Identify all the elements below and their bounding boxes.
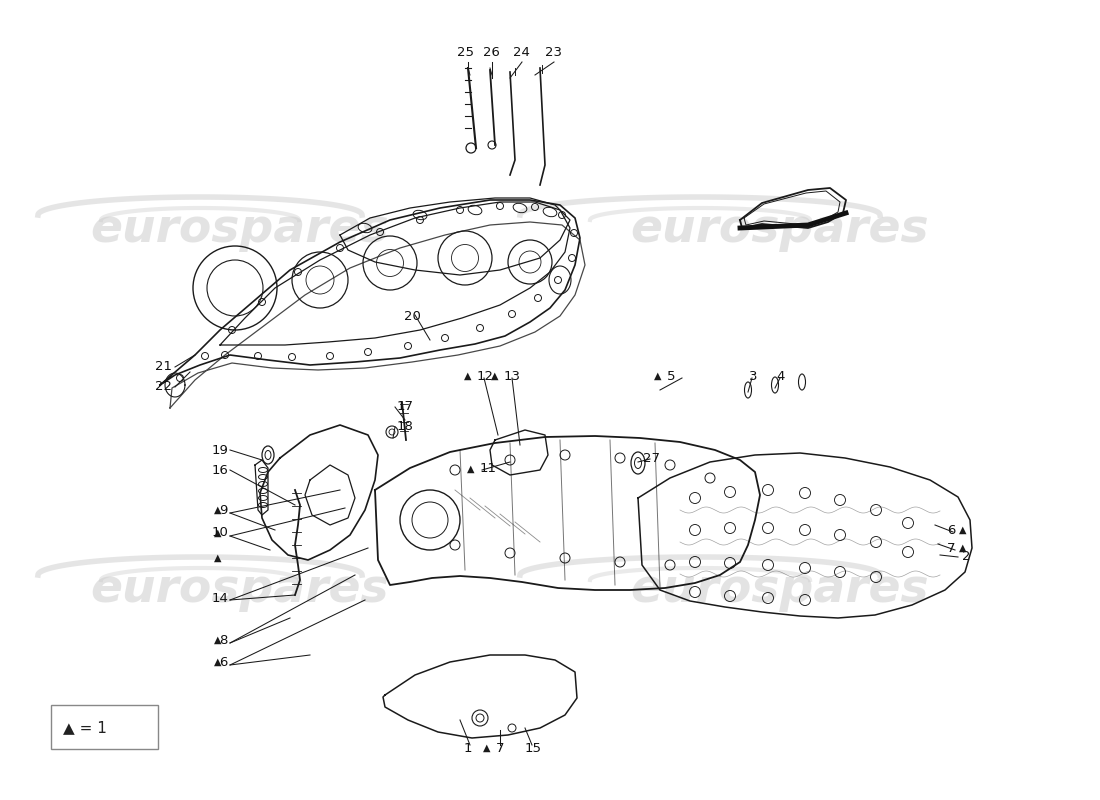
Text: eurospares: eurospares: [90, 207, 389, 253]
FancyBboxPatch shape: [51, 705, 158, 749]
Text: 7: 7: [946, 542, 955, 554]
Text: 25: 25: [456, 46, 473, 58]
Text: 17: 17: [397, 399, 414, 413]
Text: 24: 24: [513, 46, 529, 58]
Text: 27: 27: [642, 453, 660, 466]
Text: ▲: ▲: [214, 505, 222, 515]
Text: ▲: ▲: [214, 635, 222, 645]
Text: eurospares: eurospares: [630, 207, 930, 253]
Text: ▲: ▲: [214, 657, 222, 667]
Text: ▲: ▲: [959, 525, 967, 535]
Text: 2: 2: [962, 550, 970, 563]
Text: 21: 21: [155, 359, 172, 373]
Text: 23: 23: [546, 46, 562, 58]
Text: 14: 14: [211, 591, 228, 605]
Text: 18: 18: [397, 421, 414, 434]
Text: 26: 26: [483, 46, 499, 58]
Text: 7: 7: [496, 742, 505, 754]
Text: eurospares: eurospares: [90, 567, 389, 613]
Text: 9: 9: [220, 503, 228, 517]
Text: ▲: ▲: [492, 371, 498, 381]
Text: ▲: ▲: [214, 553, 222, 563]
Text: 5: 5: [667, 370, 675, 382]
Text: 8: 8: [220, 634, 228, 646]
Text: 16: 16: [211, 463, 228, 477]
Text: 19: 19: [211, 443, 228, 457]
Text: 3: 3: [749, 370, 757, 382]
Text: ▲: ▲: [483, 743, 491, 753]
Text: ▲: ▲: [214, 528, 222, 538]
Text: 10: 10: [211, 526, 228, 539]
Text: ▲: ▲: [654, 371, 662, 381]
Text: 15: 15: [525, 742, 541, 754]
Text: 22: 22: [155, 379, 172, 393]
Text: 12: 12: [477, 370, 494, 382]
Text: ▲: ▲: [464, 371, 472, 381]
Text: 6: 6: [947, 523, 955, 537]
Text: eurospares: eurospares: [630, 567, 930, 613]
Text: 13: 13: [504, 370, 521, 382]
Text: ▲: ▲: [959, 543, 967, 553]
Text: 4: 4: [777, 370, 785, 382]
Text: ▲: ▲: [468, 464, 475, 474]
Text: 11: 11: [480, 462, 497, 475]
Text: 6: 6: [220, 655, 228, 669]
Text: 20: 20: [404, 310, 420, 322]
Text: ▲ = 1: ▲ = 1: [63, 721, 107, 735]
Text: 1: 1: [464, 742, 472, 754]
